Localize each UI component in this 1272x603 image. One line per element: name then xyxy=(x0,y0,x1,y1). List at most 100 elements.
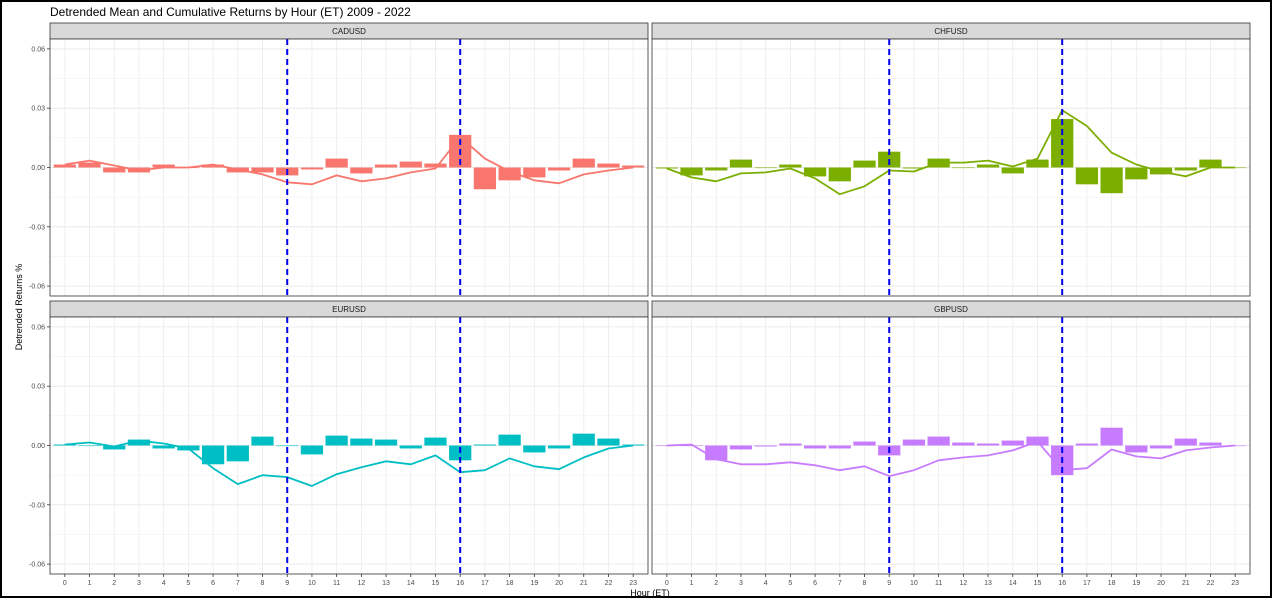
bar xyxy=(655,167,678,169)
x-tick-label: 14 xyxy=(1009,580,1017,587)
bar xyxy=(300,167,324,170)
bar xyxy=(473,444,497,446)
bar xyxy=(53,164,76,168)
bar xyxy=(705,167,728,171)
bar xyxy=(1075,167,1099,185)
bar xyxy=(127,439,151,446)
x-tick-label: 20 xyxy=(1157,580,1165,587)
bar xyxy=(1125,445,1148,453)
bar xyxy=(902,439,926,446)
x-tick-label: 2 xyxy=(714,580,718,587)
bar xyxy=(927,436,950,446)
bar xyxy=(152,445,175,449)
bar xyxy=(803,167,827,177)
bar xyxy=(1075,443,1099,446)
x-tick-label: 7 xyxy=(236,580,240,587)
x-tick-label: 9 xyxy=(285,580,289,587)
bar xyxy=(1100,427,1123,446)
bar xyxy=(251,436,274,446)
bar xyxy=(828,167,851,182)
x-tick-label: 3 xyxy=(137,580,141,587)
x-tick-label: 12 xyxy=(959,580,967,587)
y-tick-label: 0.06 xyxy=(31,324,45,331)
bar xyxy=(572,158,595,168)
facet-strip-label: CHFUSD xyxy=(934,27,968,36)
bar xyxy=(350,167,373,174)
chart-title: Detrended Mean and Cumulative Returns by… xyxy=(50,5,411,19)
bar xyxy=(103,445,126,450)
bar xyxy=(78,162,101,168)
x-tick-label: 18 xyxy=(506,580,514,587)
x-tick-label: 2 xyxy=(112,580,116,587)
facet-strip-label: CADUSD xyxy=(332,27,366,36)
x-tick-label: 10 xyxy=(910,580,918,587)
panel-eurusd: EURUSD-0.06-0.030.000.030.060 1 2 3 4 5 6 7 8 9 10… xyxy=(29,300,649,587)
x-tick-label: 11 xyxy=(935,580,942,587)
panel-cadusd: CADUSD -0.06 -0.03 0.00 0.03 0.06 xyxy=(29,22,649,297)
x-tick-label: 0 xyxy=(63,580,67,587)
y-tick-label: -0.03 xyxy=(29,224,45,231)
x-tick-label: 6 xyxy=(813,580,817,587)
facet-strip-label: GBPUSD xyxy=(934,305,968,314)
y-tick-label: -0.06 xyxy=(29,284,45,291)
x-tick-label: 15 xyxy=(432,580,440,587)
bar xyxy=(473,167,497,190)
bar xyxy=(597,163,620,168)
bar xyxy=(374,164,398,168)
x-tick-label: 0 xyxy=(665,580,669,587)
bar xyxy=(498,167,521,181)
x-tick-label: 11 xyxy=(333,580,340,587)
bar xyxy=(729,159,753,168)
bar xyxy=(828,445,851,449)
bar xyxy=(803,445,827,449)
bar xyxy=(53,444,76,446)
bar xyxy=(1174,167,1197,171)
bar xyxy=(976,164,1000,168)
bar xyxy=(1174,438,1197,446)
bar xyxy=(1001,167,1024,174)
x-tick-label: 13 xyxy=(382,580,390,587)
bar xyxy=(1125,167,1148,180)
bar xyxy=(498,434,521,446)
y-axis-label: Detrended Returns % xyxy=(14,264,24,351)
x-axis-label: Hour (ET) xyxy=(630,588,670,598)
y-tick-label: 0.00 xyxy=(31,443,45,450)
bar xyxy=(350,438,373,446)
bar xyxy=(622,165,645,168)
bar xyxy=(680,445,703,447)
bar xyxy=(952,167,975,169)
x-tick-label: 23 xyxy=(1231,580,1239,587)
bar xyxy=(1100,167,1123,194)
y-tick-label: 0.03 xyxy=(31,106,45,113)
bar xyxy=(1001,440,1024,446)
bar xyxy=(729,445,753,450)
x-tick-label: 9 xyxy=(887,580,891,587)
x-tick-label: 16 xyxy=(1058,580,1066,587)
x-tick-label: 12 xyxy=(357,580,365,587)
bar xyxy=(853,160,876,168)
x-tick-label: 18 xyxy=(1108,580,1116,587)
bar xyxy=(572,433,595,446)
bar xyxy=(325,158,348,168)
x-tick-label: 4 xyxy=(162,580,166,587)
bar xyxy=(902,167,926,169)
bar xyxy=(952,442,975,446)
x-tick-label: 19 xyxy=(530,580,538,587)
bar xyxy=(374,439,398,446)
x-tick-label: 13 xyxy=(984,580,992,587)
x-tick-label: 8 xyxy=(863,580,867,587)
y-tick-label: 0.00 xyxy=(31,165,45,172)
x-tick-label: 17 xyxy=(481,580,489,587)
cumulative-line xyxy=(666,440,1236,478)
bar xyxy=(201,164,225,168)
bar xyxy=(523,167,546,178)
bar xyxy=(523,445,546,453)
bar xyxy=(779,164,802,168)
x-tick-label: 6 xyxy=(211,580,215,587)
bar xyxy=(754,167,777,169)
y-tick-label: -0.03 xyxy=(29,502,45,509)
x-tick-label: 19 xyxy=(1132,580,1140,587)
bar xyxy=(276,445,299,447)
